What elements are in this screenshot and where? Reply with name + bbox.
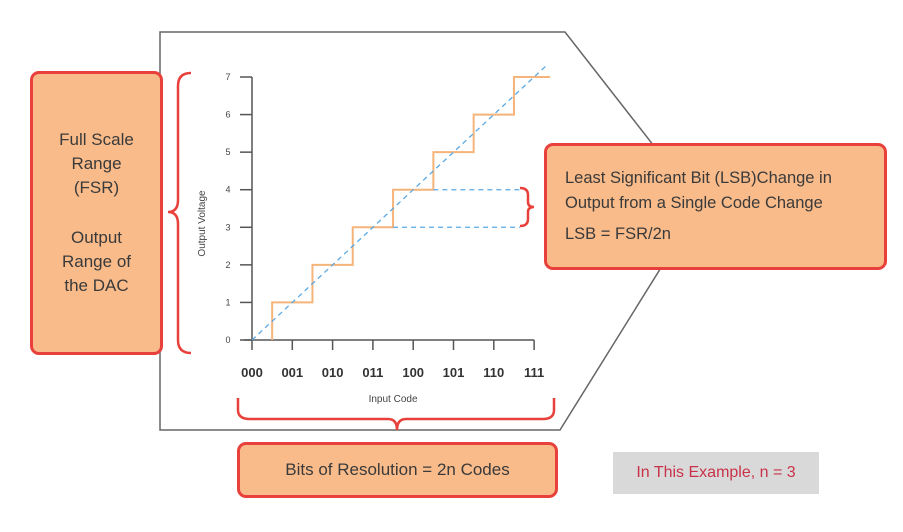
y-tick-label: 6 bbox=[225, 110, 230, 120]
chart: 0 1 2 3 4 5 6 7 000 001 010 011 100 101 110 111 Input Co… bbox=[197, 63, 551, 405]
codes-brace bbox=[236, 398, 556, 431]
fsr-box: Full Scale Range (FSR) Output Range of t… bbox=[30, 71, 163, 355]
fsr-line4: Output bbox=[70, 228, 123, 247]
x-tick-label: 001 bbox=[281, 365, 303, 380]
x-tick-label: 011 bbox=[362, 365, 383, 380]
lsb-line1: Least Significant Bit (LSB)Change in bbox=[565, 169, 832, 187]
y-tick-label: 3 bbox=[225, 222, 230, 232]
y-tick-label: 2 bbox=[225, 260, 230, 270]
fsr-line6: the DAC bbox=[64, 276, 129, 295]
y-tick-label: 7 bbox=[225, 72, 230, 82]
y-tick-label: 1 bbox=[225, 297, 230, 307]
x-tick-label: 000 bbox=[241, 365, 263, 380]
fsr-line1: Full Scale bbox=[59, 130, 134, 149]
example-note: In This Example, n = 3 bbox=[613, 452, 819, 494]
x-tick-label: 100 bbox=[402, 365, 424, 380]
bits-label: Bits of Resolution = 2n Codes bbox=[285, 460, 510, 479]
fsr-line5: Range of bbox=[62, 252, 131, 271]
fsr-line2: Range bbox=[71, 154, 122, 173]
x-axis-label: Input Code bbox=[369, 394, 418, 405]
fsr-brace bbox=[167, 71, 192, 355]
staircase-series bbox=[271, 76, 551, 340]
x-tick-label: 111 bbox=[524, 365, 544, 380]
y-tick-label: 0 bbox=[225, 335, 230, 345]
ideal-transfer-line bbox=[251, 63, 549, 341]
lsb-line2: Output from a Single Code Change bbox=[565, 194, 823, 212]
x-tick-label: 010 bbox=[322, 365, 344, 380]
y-tick-label: 4 bbox=[225, 185, 230, 195]
lsb-brace bbox=[519, 186, 535, 228]
lsb-formula: LSB = FSR/2n bbox=[565, 225, 671, 243]
bits-box: Bits of Resolution = 2n Codes bbox=[237, 442, 558, 498]
fsr-line3: (FSR) bbox=[73, 178, 120, 197]
y-tick-label: 5 bbox=[225, 147, 230, 157]
chart-frame bbox=[159, 31, 701, 431]
x-tick-label: 110 bbox=[483, 365, 504, 380]
y-axis-label: Output Voltage bbox=[197, 190, 208, 257]
x-tick-label: 101 bbox=[443, 365, 465, 380]
example-label: In This Example, n = 3 bbox=[636, 464, 796, 481]
lsb-box: Least Significant Bit (LSB)Change in Out… bbox=[544, 143, 887, 270]
